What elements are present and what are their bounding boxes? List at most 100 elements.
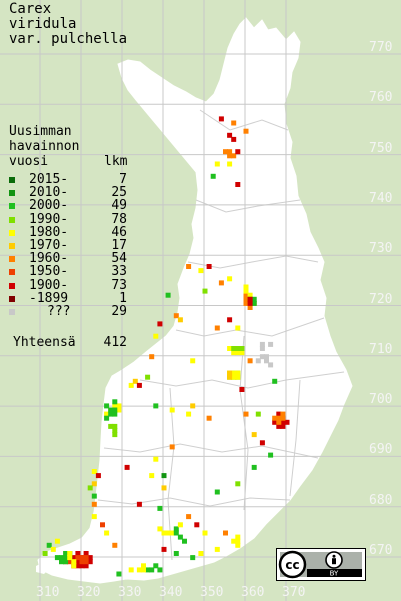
observation-squares xyxy=(42,116,290,577)
observation-square xyxy=(251,464,257,470)
cc-by-license-badge[interactable]: cc BY xyxy=(276,548,366,581)
svg-text:cc: cc xyxy=(285,558,299,572)
legend-swatch xyxy=(9,177,15,183)
observation-square xyxy=(198,551,204,556)
observation-square xyxy=(231,350,237,356)
observation-square xyxy=(79,559,85,565)
legend-row: 1980- 46 xyxy=(9,224,127,240)
observation-square xyxy=(42,551,48,556)
observation-square xyxy=(206,415,212,421)
observation-square xyxy=(214,325,220,331)
observation-square xyxy=(132,378,138,384)
observation-square xyxy=(108,411,114,417)
observation-square xyxy=(153,456,159,462)
observation-square xyxy=(161,485,167,491)
observation-square xyxy=(206,264,212,269)
observation-square xyxy=(161,546,167,552)
legend-row: 1950- 33 xyxy=(9,264,127,280)
observation-square xyxy=(153,333,159,339)
observation-square xyxy=(231,370,237,376)
legend-row: 2015- 7 xyxy=(9,173,127,187)
observation-square xyxy=(83,563,89,569)
observation-square xyxy=(67,559,73,565)
legend-year-label: 2000- xyxy=(29,198,69,214)
observation-square xyxy=(243,300,249,306)
observation-square xyxy=(194,522,200,528)
observation-square xyxy=(259,346,265,351)
observation-square xyxy=(231,346,237,351)
observation-square xyxy=(87,485,93,491)
observation-square xyxy=(161,530,167,536)
observation-square xyxy=(100,522,105,528)
easting-tick-label: 340 xyxy=(159,585,183,600)
legend-year-label: ??? xyxy=(47,304,71,319)
observation-square xyxy=(268,452,274,458)
northing-tick-label: 670 xyxy=(369,543,393,558)
observation-square xyxy=(67,551,73,556)
observation-square xyxy=(190,555,196,561)
observation-square xyxy=(136,501,142,507)
observation-square xyxy=(141,567,146,573)
observation-square xyxy=(280,419,286,425)
legend-year-label: 1980- xyxy=(29,224,69,240)
observation-square xyxy=(165,292,171,298)
observation-square xyxy=(104,530,110,536)
observation-square xyxy=(157,567,163,573)
legend-count-value: 33 xyxy=(111,264,127,280)
observation-square xyxy=(243,288,249,294)
finland-land xyxy=(37,17,353,584)
northing-tick-label: 750 xyxy=(369,140,393,156)
observation-square xyxy=(59,559,64,565)
observation-square xyxy=(243,284,249,290)
observation-square xyxy=(54,555,60,561)
observation-square xyxy=(186,411,192,417)
legend-count-value: 49 xyxy=(111,198,127,214)
observation-square xyxy=(153,563,159,569)
observation-square xyxy=(108,423,114,429)
legend-row: 1960- 54 xyxy=(9,252,127,266)
northing-tick-label: 730 xyxy=(369,241,393,257)
observation-square xyxy=(182,538,187,544)
observation-square xyxy=(173,313,179,319)
observation-square xyxy=(214,546,220,552)
legend-total-label: Yhteensä xyxy=(13,335,76,350)
legend-year-label: -1899 xyxy=(29,290,69,306)
observation-square xyxy=(54,538,60,544)
legend-count-value: 29 xyxy=(111,304,127,319)
observation-square xyxy=(231,538,237,544)
observation-square xyxy=(173,526,179,532)
observation-square xyxy=(227,132,233,138)
observation-square xyxy=(235,149,241,155)
legend-row: ??? 29 xyxy=(9,304,127,319)
observation-square xyxy=(116,403,122,409)
observation-square xyxy=(227,153,233,159)
observation-square xyxy=(112,411,118,417)
observation-square xyxy=(239,350,245,356)
northing-tick-label: 680 xyxy=(369,492,393,508)
observation-square xyxy=(145,374,151,380)
legend-count-value: 73 xyxy=(111,277,127,293)
observation-square xyxy=(186,264,192,269)
observation-square xyxy=(276,423,282,429)
northing-tick-label: 690 xyxy=(369,442,393,458)
observation-square xyxy=(71,563,77,569)
observation-square xyxy=(157,526,163,532)
observation-square xyxy=(251,300,257,306)
observation-square xyxy=(247,296,253,302)
observation-square xyxy=(227,374,233,380)
observation-square xyxy=(239,346,245,351)
observation-square xyxy=(145,567,151,573)
observation-square xyxy=(112,423,118,429)
observation-square xyxy=(227,276,233,282)
observation-square xyxy=(214,161,220,167)
observation-square xyxy=(79,555,85,561)
observation-square xyxy=(223,149,228,155)
observation-square xyxy=(280,423,286,429)
observation-square xyxy=(46,542,52,548)
observation-square xyxy=(104,403,110,409)
observation-square xyxy=(71,555,77,561)
observation-square xyxy=(186,514,192,520)
observation-square xyxy=(177,534,183,540)
legend-swatch xyxy=(9,203,15,210)
easting-tick-label: 310 xyxy=(36,585,60,600)
